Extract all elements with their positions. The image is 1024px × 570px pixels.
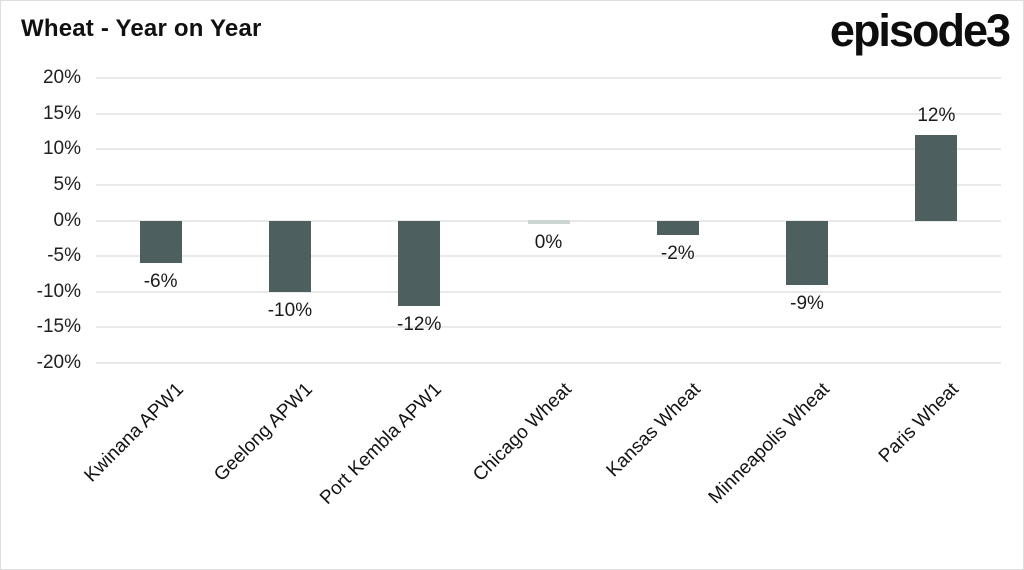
- gridline: [96, 112, 1001, 115]
- gridline: [96, 290, 1001, 293]
- bar: [139, 220, 182, 264]
- y-axis-tick-label: 10%: [42, 138, 81, 160]
- y-axis-tick-label: -10%: [36, 280, 81, 302]
- bar: [527, 219, 570, 224]
- bar-value-label: 12%: [917, 105, 956, 126]
- bar-value-label: -6%: [143, 271, 178, 293]
- bar-value-label: -9%: [790, 292, 824, 314]
- y-axis-tick-label: 15%: [42, 102, 81, 124]
- y-axis-tick-label: 20%: [42, 67, 81, 88]
- bar: [268, 220, 311, 292]
- episode3-logo: episode3: [829, 5, 1011, 56]
- gridline: [96, 255, 1001, 258]
- y-axis-tick-label: -5%: [47, 245, 81, 267]
- bar: [398, 220, 441, 306]
- bar: [915, 135, 958, 221]
- y-axis-tick-label: 5%: [53, 173, 81, 195]
- gridline: [96, 77, 1001, 79]
- bar-value-label: -12%: [397, 314, 442, 335]
- bar: [656, 220, 699, 235]
- y-axis-tick-label: -15%: [36, 316, 81, 338]
- y-axis-tick-label: -20%: [36, 352, 81, 373]
- gridline: [96, 326, 1001, 329]
- y-axis-tick-label: 0%: [53, 209, 81, 231]
- bar: [786, 220, 829, 285]
- gridline: [96, 148, 1001, 151]
- bar-value-label: 0%: [534, 231, 563, 253]
- bar-value-label: -10%: [267, 299, 313, 321]
- gridline: [96, 362, 1001, 364]
- gridline: [96, 183, 1001, 186]
- bar-value-label: -2%: [660, 242, 695, 264]
- chart-title: Wheat - Year on Year: [21, 15, 262, 42]
